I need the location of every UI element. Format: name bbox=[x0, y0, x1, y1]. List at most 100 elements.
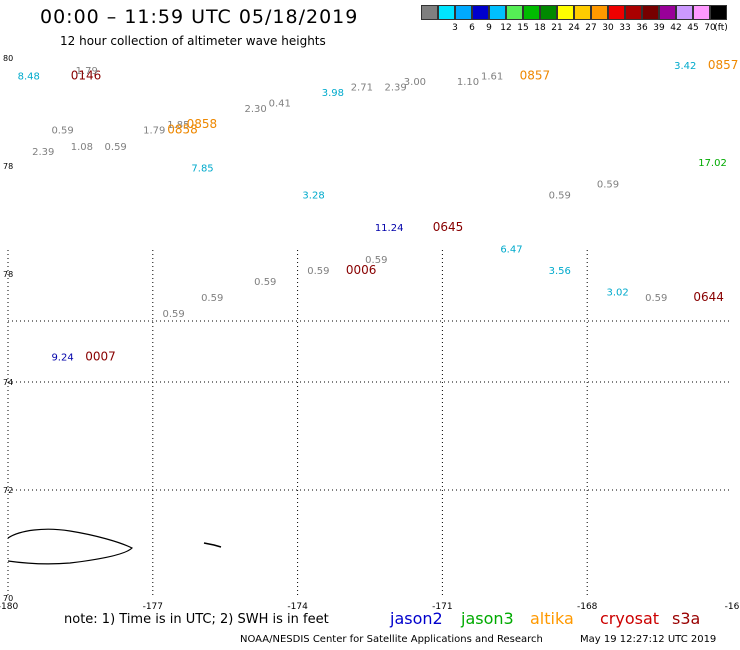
color-swatch-label: 39 bbox=[653, 23, 665, 33]
color-swatch-label: 3 bbox=[452, 23, 458, 33]
pass-time-label: 0645 bbox=[433, 220, 464, 234]
color-swatch bbox=[438, 5, 455, 20]
color-swatch bbox=[693, 5, 710, 20]
pass-time-label: 0146 bbox=[71, 69, 102, 83]
color-swatch-label: 21 bbox=[551, 23, 563, 33]
wave-height-value: 3.98 bbox=[322, 88, 344, 99]
color-swatch bbox=[659, 5, 676, 20]
wave-height-value: 8.48 bbox=[18, 72, 40, 83]
wave-height-value: 3.56 bbox=[549, 266, 571, 277]
color-swatch bbox=[421, 5, 438, 20]
wave-height-value: 0.59 bbox=[254, 277, 276, 288]
color-swatch bbox=[591, 5, 608, 20]
color-swatch bbox=[574, 5, 591, 20]
color-swatch-label: 45 bbox=[687, 23, 699, 33]
wave-height-value: 1.79 bbox=[143, 126, 165, 137]
wave-height-value: 9.24 bbox=[51, 352, 73, 363]
color-swatch-label: 70 bbox=[704, 23, 716, 33]
wave-height-value: 0.59 bbox=[307, 266, 329, 277]
wave-height-value: 0.59 bbox=[201, 293, 223, 304]
wave-height-value: 3.02 bbox=[607, 288, 629, 299]
x-tick-label: -177 bbox=[143, 602, 163, 612]
wave-height-value: 7.85 bbox=[191, 163, 213, 174]
coastline-wrangel-island bbox=[7, 528, 134, 565]
color-swatch-label: 33 bbox=[619, 23, 631, 33]
wave-height-value: 0.59 bbox=[597, 180, 619, 191]
satellite-legend-item: jason3 bbox=[461, 609, 514, 628]
x-tick-label: -16 bbox=[725, 602, 740, 612]
color-swatch bbox=[523, 5, 540, 20]
pass-time-label: 0007 bbox=[85, 349, 116, 363]
color-swatch bbox=[540, 5, 557, 20]
pass-time-label: 0644 bbox=[693, 290, 724, 304]
generation-timestamp: May 19 12:27:12 UTC 2019 bbox=[580, 634, 717, 645]
color-swatch bbox=[710, 5, 727, 20]
color-swatch-label: 9 bbox=[486, 23, 492, 33]
axis-ticks: -180 -177 -174 -171 -168 -16 80 78 78 74 72 70 bbox=[0, 54, 740, 612]
wave-height-value: 3.00 bbox=[404, 77, 426, 88]
y-tick-label: 78 bbox=[3, 162, 13, 171]
y-tick-label: 74 bbox=[3, 378, 13, 387]
wave-height-value: 1.85 bbox=[167, 120, 189, 131]
color-swatch-label: 30 bbox=[602, 23, 614, 33]
wave-height-value: 0.59 bbox=[365, 255, 387, 266]
wave-height-value: 11.24 bbox=[375, 223, 404, 234]
wave-height-value: 6.47 bbox=[500, 244, 522, 255]
color-swatch-label: 42 bbox=[670, 23, 682, 33]
wave-height-value: 0.59 bbox=[162, 309, 184, 320]
x-tick-label: -168 bbox=[577, 602, 598, 612]
footer-note: note: 1) Time is in UTC; 2) SWH is in fe… bbox=[64, 612, 329, 627]
color-swatch-label: 12 bbox=[500, 23, 512, 33]
x-tick-label: -180 bbox=[0, 602, 18, 612]
wave-height-value: 1.61 bbox=[481, 72, 503, 83]
pass-time-label: 0858 bbox=[167, 123, 198, 137]
pass-time-label: 0858 bbox=[187, 117, 218, 131]
wave-height-value: 1.08 bbox=[71, 142, 93, 153]
credit-line: NOAA/NESDIS Center for Satellite Applica… bbox=[240, 634, 543, 645]
wave-height-value: 0.59 bbox=[645, 293, 667, 304]
color-swatch bbox=[642, 5, 659, 20]
x-tick-label: -171 bbox=[432, 602, 452, 612]
wave-height-value: 3.28 bbox=[302, 190, 324, 201]
map-grid bbox=[7, 250, 732, 598]
x-tick-label: -174 bbox=[287, 602, 308, 612]
wave-height-value: 1.79 bbox=[76, 66, 98, 77]
chart-subtitle: 12 hour collection of altimeter wave hei… bbox=[60, 34, 326, 48]
color-swatch bbox=[506, 5, 523, 20]
color-swatch bbox=[472, 5, 489, 20]
pass-time-label: 0857 bbox=[520, 69, 551, 83]
coastline bbox=[7, 528, 222, 565]
pass-time-label: 0857 bbox=[708, 58, 739, 72]
wave-height-value: 3.42 bbox=[674, 61, 696, 72]
satellite-legend-item: jason2 bbox=[390, 609, 443, 628]
wave-height-value: 0.59 bbox=[549, 190, 571, 201]
color-swatch bbox=[625, 5, 642, 20]
color-swatch-label: 24 bbox=[568, 23, 580, 33]
wave-height-value: 1.10 bbox=[457, 77, 479, 88]
wave-height-value: 2.30 bbox=[245, 104, 267, 115]
wave-height-value: 17.02 bbox=[698, 158, 727, 169]
wave-height-value: 2.71 bbox=[351, 82, 373, 93]
color-swatch-label: 18 bbox=[534, 23, 546, 33]
color-swatch-label: 27 bbox=[585, 23, 597, 33]
satellite-legend-item: s3a bbox=[672, 609, 701, 628]
color-swatch bbox=[455, 5, 472, 20]
color-swatch bbox=[676, 5, 693, 20]
wave-height-value: 0.41 bbox=[269, 99, 291, 110]
wave-height-value: 2.39 bbox=[384, 82, 406, 93]
y-tick-label: 78 bbox=[3, 270, 13, 279]
satellite-legend-item: cryosat bbox=[600, 609, 660, 628]
satellite-legend-item: altika bbox=[530, 609, 574, 628]
y-tick-label: 70 bbox=[3, 594, 13, 603]
color-swatch-label: 15 bbox=[517, 23, 529, 33]
color-swatch bbox=[557, 5, 574, 20]
color-swatch-label: 6 bbox=[469, 23, 475, 33]
color-scale-unit: (ft) bbox=[714, 23, 728, 33]
y-tick-label: 72 bbox=[3, 486, 13, 495]
wave-height-value: 0.59 bbox=[105, 142, 127, 153]
pass-time-label: 0006 bbox=[346, 263, 377, 277]
color-swatch bbox=[608, 5, 625, 20]
color-swatch-label: 36 bbox=[636, 23, 648, 33]
